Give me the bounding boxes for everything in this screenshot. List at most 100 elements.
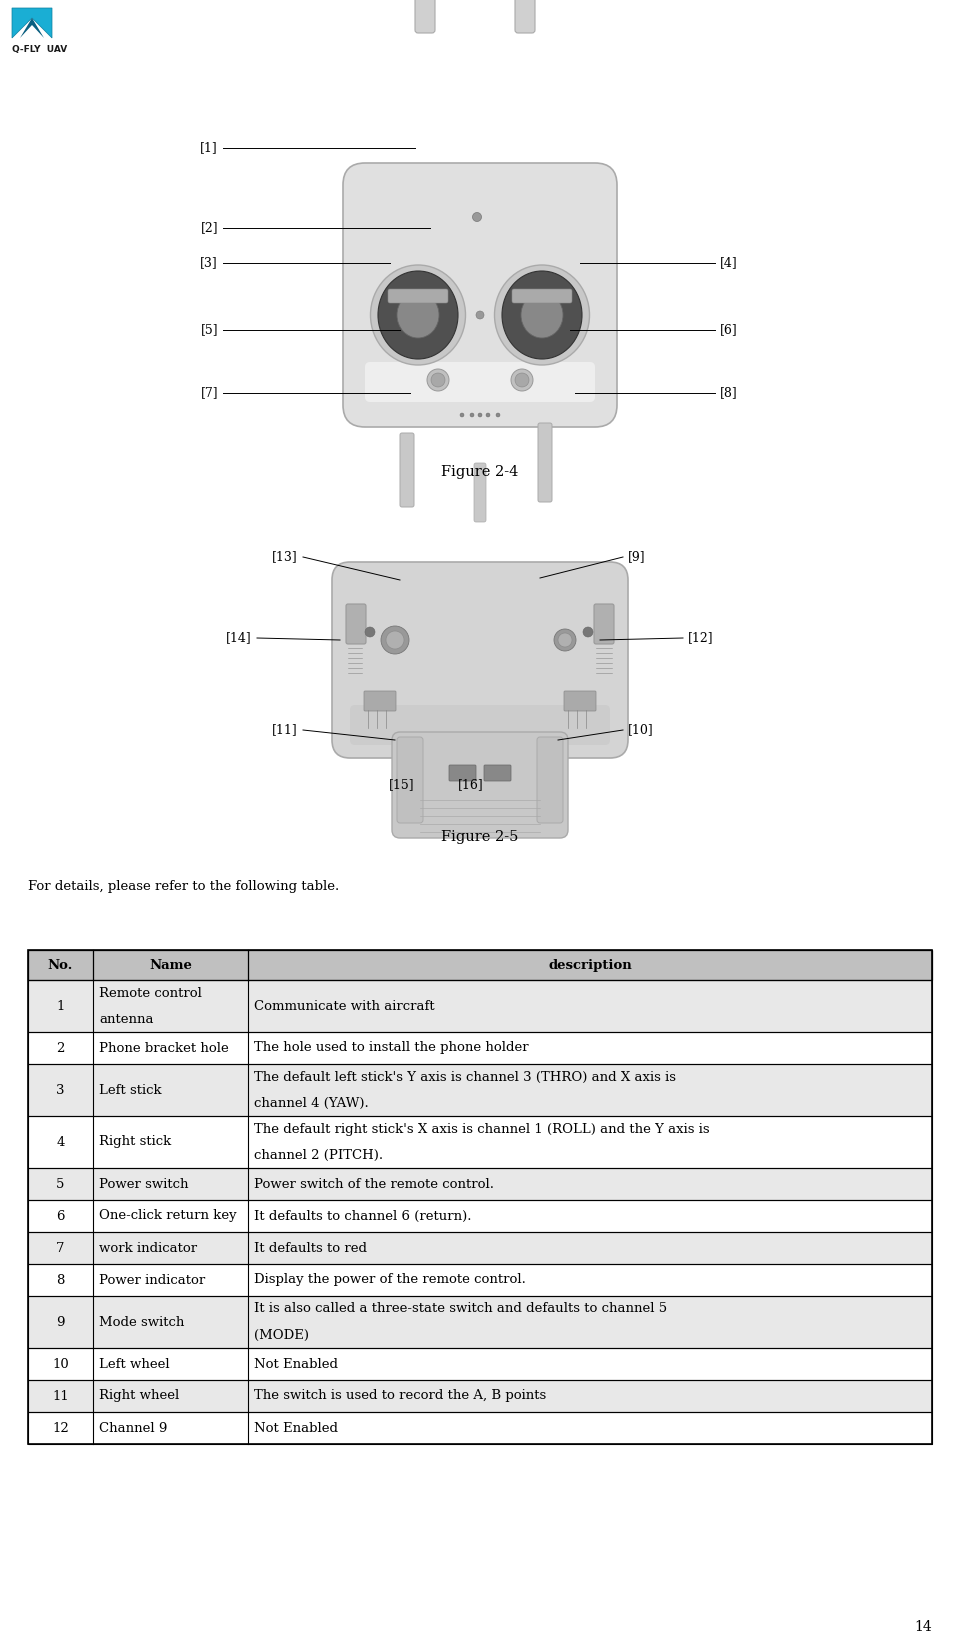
Text: For details, please refer to the following table.: For details, please refer to the followi…	[28, 881, 339, 894]
Text: It is also called a three-state switch and defaults to channel 5: It is also called a three-state switch a…	[254, 1302, 667, 1315]
Ellipse shape	[460, 413, 464, 417]
Ellipse shape	[511, 369, 533, 391]
Text: [4]: [4]	[720, 257, 737, 270]
Bar	[28, 949, 932, 1444]
Text: 11: 11	[52, 1389, 69, 1402]
FancyBboxPatch shape	[512, 289, 572, 302]
Bar	[28, 1412, 932, 1444]
Ellipse shape	[378, 271, 458, 359]
Text: Display the power of the remote control.: Display the power of the remote control.	[254, 1273, 526, 1286]
Ellipse shape	[470, 413, 474, 417]
Text: The switch is used to record the A, B points: The switch is used to record the A, B po…	[254, 1389, 546, 1402]
Ellipse shape	[381, 626, 409, 654]
FancyBboxPatch shape	[515, 0, 535, 33]
Text: 3: 3	[57, 1083, 64, 1096]
Text: 12: 12	[52, 1422, 69, 1435]
FancyBboxPatch shape	[538, 423, 552, 502]
Polygon shape	[12, 8, 52, 38]
Text: Remote control: Remote control	[99, 987, 202, 1000]
Text: Power switch of the remote control.: Power switch of the remote control.	[254, 1178, 494, 1191]
Text: 9: 9	[57, 1315, 64, 1328]
FancyBboxPatch shape	[365, 363, 595, 402]
Ellipse shape	[554, 629, 576, 650]
Ellipse shape	[502, 271, 582, 359]
FancyBboxPatch shape	[415, 0, 435, 33]
Text: (MODE): (MODE)	[254, 1328, 309, 1342]
Bar	[28, 1232, 932, 1265]
Bar	[28, 1116, 932, 1168]
FancyBboxPatch shape	[594, 605, 614, 644]
Ellipse shape	[476, 310, 484, 319]
Text: Phone bracket hole: Phone bracket hole	[99, 1041, 228, 1054]
Text: Left stick: Left stick	[99, 1083, 161, 1096]
Text: 5: 5	[57, 1178, 64, 1191]
Ellipse shape	[496, 413, 500, 417]
Text: 1: 1	[57, 1000, 64, 1013]
FancyBboxPatch shape	[364, 691, 396, 711]
Text: [13]: [13]	[273, 551, 298, 564]
FancyBboxPatch shape	[346, 605, 366, 644]
Text: work indicator: work indicator	[99, 1242, 197, 1255]
FancyBboxPatch shape	[484, 765, 511, 781]
Text: 4: 4	[57, 1136, 64, 1149]
Text: [11]: [11]	[273, 724, 298, 737]
Text: antenna: antenna	[99, 1013, 154, 1026]
Text: 2: 2	[57, 1041, 64, 1054]
Text: Right stick: Right stick	[99, 1136, 171, 1149]
Text: No.: No.	[48, 959, 73, 972]
Text: Communicate with aircraft: Communicate with aircraft	[254, 1000, 435, 1013]
FancyBboxPatch shape	[397, 737, 423, 824]
Bar	[28, 949, 932, 980]
Ellipse shape	[486, 413, 490, 417]
Ellipse shape	[521, 292, 563, 338]
Text: The default right stick's X axis is channel 1 (ROLL) and the Y axis is: The default right stick's X axis is chan…	[254, 1123, 709, 1136]
FancyBboxPatch shape	[564, 691, 596, 711]
Text: Name: Name	[149, 959, 192, 972]
FancyBboxPatch shape	[392, 732, 568, 838]
Polygon shape	[20, 18, 44, 38]
Text: Not Enabled: Not Enabled	[254, 1422, 338, 1435]
Text: Mode switch: Mode switch	[99, 1315, 184, 1328]
Text: The hole used to install the phone holder: The hole used to install the phone holde…	[254, 1041, 529, 1054]
Text: [5]: [5]	[201, 324, 218, 337]
Text: channel 4 (YAW).: channel 4 (YAW).	[254, 1096, 369, 1109]
Ellipse shape	[583, 627, 593, 637]
FancyBboxPatch shape	[449, 765, 476, 781]
Text: Not Enabled: Not Enabled	[254, 1358, 338, 1371]
FancyBboxPatch shape	[537, 737, 563, 824]
Text: 7: 7	[57, 1242, 64, 1255]
Text: 8: 8	[57, 1273, 64, 1286]
Text: [14]: [14]	[227, 631, 252, 644]
Text: Right wheel: Right wheel	[99, 1389, 180, 1402]
Ellipse shape	[397, 292, 439, 338]
Ellipse shape	[431, 373, 445, 387]
Ellipse shape	[365, 627, 375, 637]
Text: Figure 2-4: Figure 2-4	[442, 466, 518, 479]
Bar	[28, 980, 932, 1033]
Text: 10: 10	[52, 1358, 69, 1371]
Text: It defaults to channel 6 (return).: It defaults to channel 6 (return).	[254, 1209, 471, 1222]
Bar	[28, 1033, 932, 1064]
Text: [2]: [2]	[201, 222, 218, 235]
Bar	[28, 1033, 932, 1064]
Text: [7]: [7]	[201, 387, 218, 399]
Text: [10]: [10]	[628, 724, 654, 737]
FancyBboxPatch shape	[350, 704, 610, 745]
Text: One-click return key: One-click return key	[99, 1209, 236, 1222]
Text: It defaults to red: It defaults to red	[254, 1242, 367, 1255]
Ellipse shape	[472, 212, 482, 222]
Bar	[28, 1265, 932, 1296]
Text: Left wheel: Left wheel	[99, 1358, 170, 1371]
Text: [3]: [3]	[201, 257, 218, 270]
Bar	[28, 1296, 932, 1348]
Bar	[28, 1168, 932, 1199]
Bar	[28, 1064, 932, 1116]
Text: 14: 14	[914, 1619, 932, 1634]
Text: [16]: [16]	[458, 778, 484, 791]
Bar	[28, 980, 932, 1033]
Text: [15]: [15]	[389, 778, 414, 791]
Text: Figure 2-5: Figure 2-5	[442, 830, 518, 845]
Text: Q-FLY  UAV: Q-FLY UAV	[12, 46, 67, 54]
Text: The default left stick's Y axis is channel 3 (THRO) and X axis is: The default left stick's Y axis is chann…	[254, 1070, 676, 1083]
FancyBboxPatch shape	[388, 289, 448, 302]
